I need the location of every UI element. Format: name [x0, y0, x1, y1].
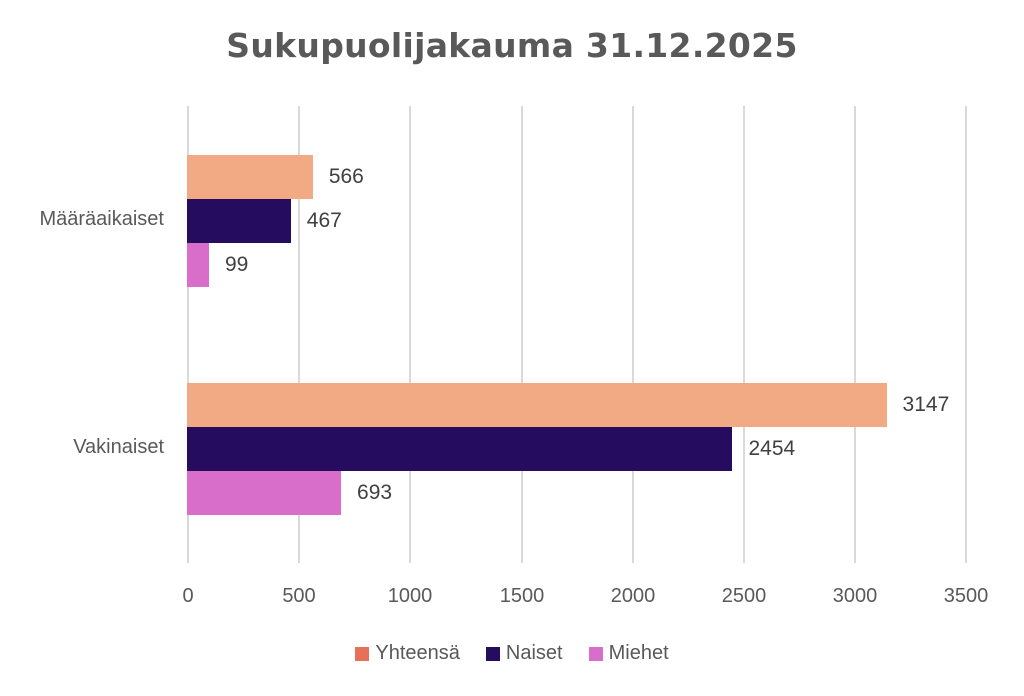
bar-vakinaiset-yhteensa	[187, 383, 887, 427]
label-maaraaikaiset-miehet: 99	[225, 253, 249, 276]
legend-item-miehet: Miehet	[588, 642, 669, 665]
legend-swatch-miehet	[588, 646, 603, 661]
label-maaraaikaiset-naiset: 467	[306, 209, 342, 232]
gridline-1000	[409, 106, 411, 563]
gridline-3000	[854, 106, 856, 563]
gridline-1500	[521, 106, 523, 563]
bar-vakinaiset-naiset	[187, 427, 733, 471]
bar-maaraaikaiset-miehet	[187, 243, 209, 287]
gridline-0	[187, 106, 189, 563]
category-label-vakinaiset: Vakinaiset	[73, 436, 164, 458]
legend-swatch-yhteensa	[355, 646, 370, 661]
gridline-2000	[632, 106, 634, 563]
legend-swatch-naiset	[485, 646, 500, 661]
x-tick-3000: 3000	[832, 585, 878, 607]
label-maaraaikaiset-yhteensa: 566	[328, 165, 364, 188]
x-tick-2000: 2000	[610, 585, 656, 607]
x-tick-1500: 1500	[499, 585, 545, 607]
x-tick-500: 500	[282, 585, 316, 607]
plot-area: 566 467 99 3147 2454 693	[187, 106, 967, 563]
gridline-2500	[743, 106, 745, 563]
legend-item-yhteensa: Yhteensä	[355, 642, 460, 665]
label-vakinaiset-miehet: 693	[357, 481, 393, 504]
legend: Yhteensä Naiset Miehet	[0, 642, 1024, 665]
gridline-500	[298, 106, 300, 563]
x-tick-0: 0	[182, 585, 194, 607]
bar-maaraaikaiset-naiset	[187, 199, 291, 243]
x-tick-1000: 1000	[387, 585, 433, 607]
label-vakinaiset-yhteensa: 3147	[902, 393, 950, 416]
legend-label-yhteensa: Yhteensä	[375, 642, 460, 664]
legend-item-naiset: Naiset	[485, 642, 563, 665]
label-vakinaiset-naiset: 2454	[748, 437, 796, 460]
bar-vakinaiset-miehet	[187, 471, 342, 515]
x-tick-3500: 3500	[943, 585, 989, 607]
legend-label-naiset: Naiset	[505, 642, 563, 664]
x-tick-2500: 2500	[721, 585, 767, 607]
bar-maaraaikaiset-yhteensa	[187, 155, 313, 199]
category-label-maaraaikaiset: Määräaikaiset	[39, 208, 164, 230]
gridline-3500	[965, 106, 967, 563]
chart-title: Sukupuolijakauma 31.12.2025	[226, 26, 798, 65]
legend-label-miehet: Miehet	[608, 642, 669, 664]
